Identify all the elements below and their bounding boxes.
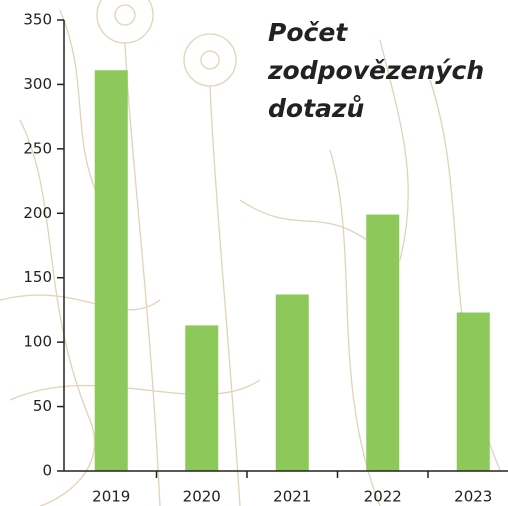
x-tick-label: 2020 (183, 488, 221, 506)
x-tick-label: 2022 (364, 488, 402, 506)
bar (276, 294, 309, 471)
bar (185, 325, 218, 471)
chart-title: Počet zodpovězených dotazů (268, 14, 493, 128)
bar (366, 215, 399, 471)
y-tick-label: 100 (23, 333, 52, 351)
x-tick-label: 2023 (454, 488, 492, 506)
y-tick-label: 0 (42, 462, 52, 480)
y-tick-label: 350 (23, 11, 52, 29)
y-tick-label: 200 (23, 204, 52, 222)
y-tick-label: 250 (23, 139, 52, 157)
page: 0 50 100 150 200 250 300 350 2019 2020 2021 2022 202… (0, 0, 508, 506)
y-tick-label: 50 (33, 397, 52, 415)
bar (457, 313, 490, 471)
y-tick-label: 300 (23, 75, 52, 93)
y-tick-label: 150 (23, 268, 52, 286)
x-tick-label: 2021 (273, 488, 311, 506)
x-tick-label: 2019 (92, 488, 130, 506)
bar (95, 70, 128, 471)
